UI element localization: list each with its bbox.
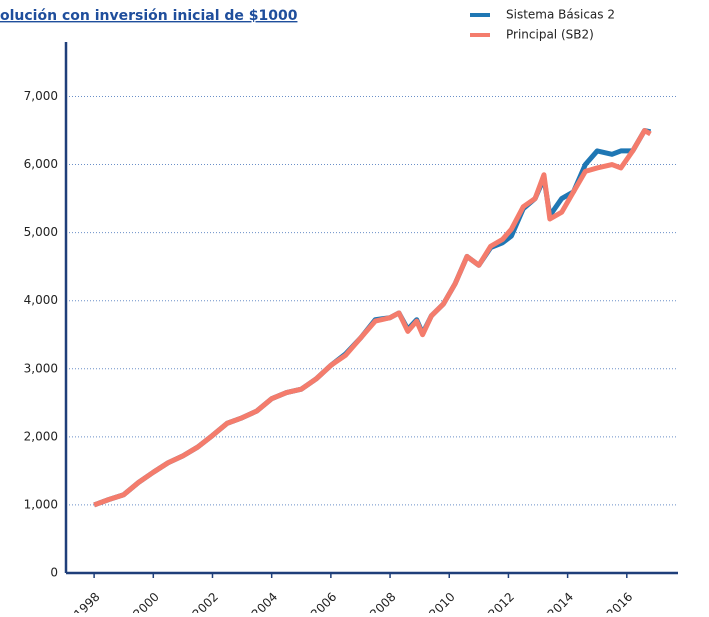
- y-tick-label: 3,000: [24, 361, 58, 375]
- y-tick-label: 5,000: [24, 225, 58, 239]
- series-line: [93, 128, 652, 508]
- y-tick-label: 4,000: [24, 293, 58, 307]
- y-tick-label: 1,000: [24, 497, 58, 511]
- x-tick-label: 2002: [190, 590, 221, 613]
- y-tick-label: 2,000: [24, 429, 58, 443]
- y-tick-label: 6,000: [24, 157, 58, 171]
- x-tick-label: 1998: [71, 590, 102, 613]
- chart-title: olución con inversión inicial de $1000: [0, 8, 298, 24]
- x-tick-label: 2004: [249, 590, 280, 613]
- x-tick-label: 2010: [426, 590, 457, 613]
- series-line: [93, 128, 652, 508]
- legend-label: Principal (SB2): [506, 28, 594, 42]
- x-tick-label: 2000: [130, 590, 161, 613]
- x-tick-label: 2014: [545, 590, 576, 613]
- y-tick-label: 7,000: [24, 89, 58, 103]
- y-tick-label: 0: [50, 566, 58, 580]
- x-tick-label: 2006: [308, 590, 339, 613]
- legend-label: Sistema Básicas 2: [506, 8, 615, 22]
- x-tick-label: 2008: [367, 590, 398, 613]
- x-tick-label: 2012: [486, 590, 517, 613]
- x-tick-label: 2016: [604, 590, 635, 613]
